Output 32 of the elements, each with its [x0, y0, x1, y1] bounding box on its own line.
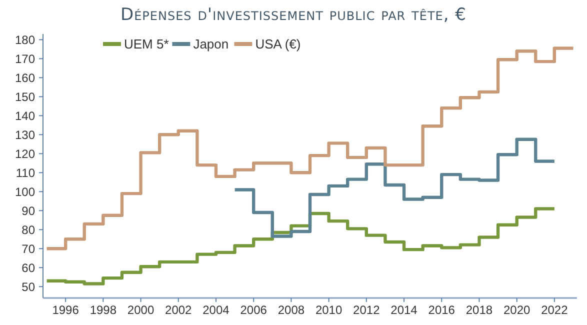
y-tick-label: 160 — [14, 70, 36, 85]
y-tick-label: 180 — [14, 32, 36, 47]
y-tick-label: 70 — [22, 242, 36, 256]
x-tick-label: 2006 — [240, 303, 268, 317]
x-tick-label: 2012 — [353, 303, 380, 317]
y-tick-label: 90 — [22, 204, 36, 218]
chart-title: Dépenses d'investissement public par tête, € — [120, 5, 466, 25]
x-tick-label: 2014 — [390, 303, 418, 317]
x-tick-label: 1998 — [90, 303, 117, 317]
y-tick-label: 120 — [14, 146, 36, 161]
x-tick-label: 2008 — [278, 303, 305, 317]
y-tick-label: 110 — [16, 166, 36, 180]
x-tick-label: 2016 — [428, 303, 456, 317]
x-tick-label: 2022 — [541, 303, 568, 317]
y-tick-label: 100 — [14, 184, 36, 199]
x-tick-label: 2000 — [127, 303, 154, 317]
legend-label: Japon — [193, 36, 229, 52]
y-tick-label: 60 — [22, 260, 36, 275]
y-tick-label: 50 — [22, 280, 36, 294]
y-tick-label: 150 — [14, 90, 36, 104]
y-tick-label: 170 — [14, 52, 36, 66]
x-tick-label: 2004 — [202, 303, 230, 317]
x-tick-label: 2002 — [165, 303, 192, 317]
y-tick-label: 140 — [14, 108, 36, 123]
x-tick-label: 2020 — [503, 303, 530, 317]
y-tick-label: 130 — [14, 128, 36, 142]
x-tick-label: 1996 — [52, 303, 80, 317]
x-tick-label: 2018 — [466, 303, 493, 317]
legend-label: UEM 5* — [124, 36, 169, 52]
y-tick-label: 80 — [22, 222, 36, 237]
legend-label: USA (€) — [255, 36, 301, 52]
x-tick-label: 2010 — [315, 303, 342, 317]
